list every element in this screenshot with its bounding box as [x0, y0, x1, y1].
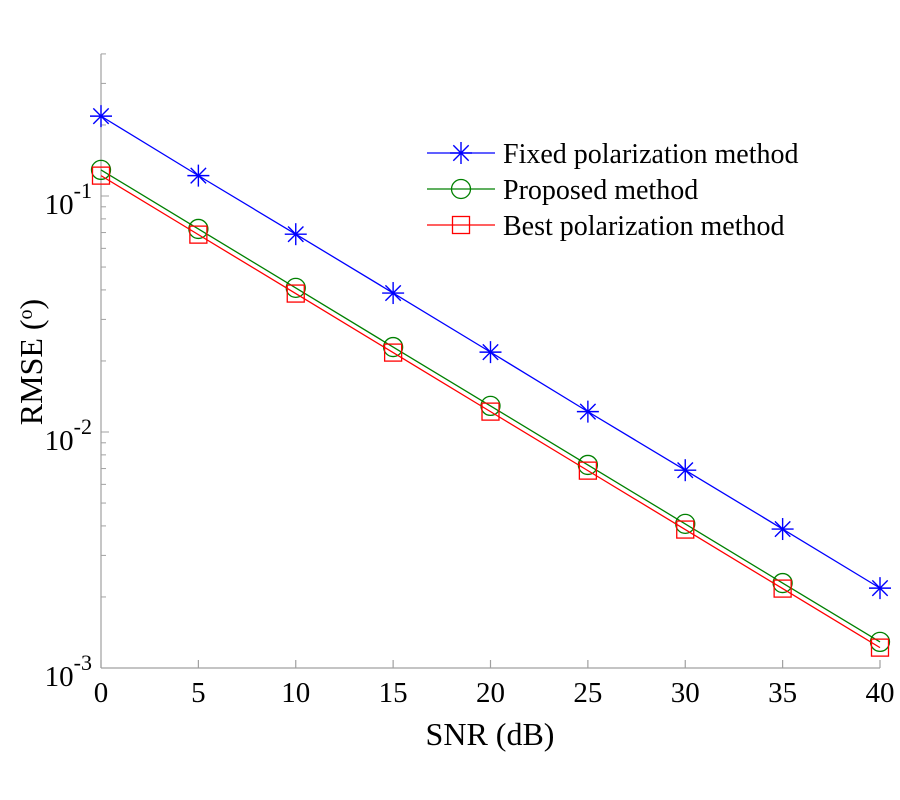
legend-item: Best polarization method — [427, 211, 785, 242]
series-line — [100, 175, 881, 649]
data-point-square — [189, 225, 208, 244]
x-tick-label: 10 — [281, 677, 310, 709]
series-asterisk — [90, 105, 891, 600]
series-layer — [90, 105, 891, 657]
x-tick-label: 0 — [94, 677, 109, 709]
data-point-asterisk — [90, 105, 112, 128]
data-point-asterisk — [284, 223, 307, 246]
y-tick-exponent: -1 — [74, 178, 92, 203]
legend-label: Best polarization method — [503, 211, 785, 242]
y-tick-exponent: -2 — [74, 414, 92, 439]
data-point-square — [383, 343, 403, 362]
legend-item: Fixed polarization method — [427, 139, 799, 170]
data-point-asterisk — [479, 341, 502, 364]
legend-marker-circle — [450, 178, 472, 200]
x-axis-ticks: 0 5 10 15 20 25 30 35 40 — [94, 660, 895, 709]
data-point-asterisk — [187, 164, 210, 187]
x-tick-label: 40 — [866, 677, 895, 709]
series-square — [91, 166, 890, 657]
y-axis-label: RMSE (o) — [13, 299, 49, 425]
y-axis-label-close: ) — [13, 299, 49, 310]
data-point-square — [676, 520, 695, 539]
data-point-square — [773, 579, 792, 598]
data-point-square — [481, 402, 500, 421]
data-point-square — [578, 461, 598, 480]
data-point-circle — [90, 159, 112, 181]
legend-marker-square — [451, 215, 471, 235]
y-tick-exponent: -3 — [74, 650, 92, 675]
data-point-asterisk — [869, 577, 891, 600]
data-point-square — [286, 284, 305, 303]
y-tick-label: 10-1 — [45, 178, 92, 221]
legend-marker-asterisk — [450, 142, 472, 164]
y-axis-label-degree: o — [15, 309, 37, 319]
x-tick-label: 35 — [768, 677, 797, 709]
data-point-square — [870, 638, 890, 657]
series-line — [100, 169, 881, 643]
x-tick-label: 15 — [379, 677, 408, 709]
y-tick-base: 10 — [45, 425, 74, 457]
legend-item: Proposed method — [427, 175, 698, 206]
data-point-asterisk — [576, 400, 599, 423]
x-tick-label: 5 — [191, 677, 206, 709]
data-point-asterisk — [674, 459, 697, 482]
data-point-asterisk — [771, 518, 794, 541]
x-tick-label: 20 — [476, 677, 505, 709]
legend-label: Proposed method — [503, 175, 698, 206]
y-tick-label: 10-3 — [45, 650, 92, 693]
y-axis-ticks: 10-110-210-3 — [45, 53, 109, 693]
data-point-square — [91, 166, 111, 185]
data-point-asterisk — [382, 282, 405, 305]
x-tick-label: 30 — [671, 677, 700, 709]
y-tick-base: 10 — [45, 661, 74, 693]
x-tick-label: 25 — [573, 677, 602, 709]
y-axis-label-main: RMSE ( — [13, 319, 49, 425]
y-tick-label: 10-2 — [45, 414, 92, 457]
y-tick-base: 10 — [45, 189, 74, 221]
x-axis-label: SNR (dB) — [426, 716, 555, 752]
legend-label: Fixed polarization method — [503, 139, 799, 170]
legend: Fixed polarization method Proposed method… — [427, 139, 799, 242]
